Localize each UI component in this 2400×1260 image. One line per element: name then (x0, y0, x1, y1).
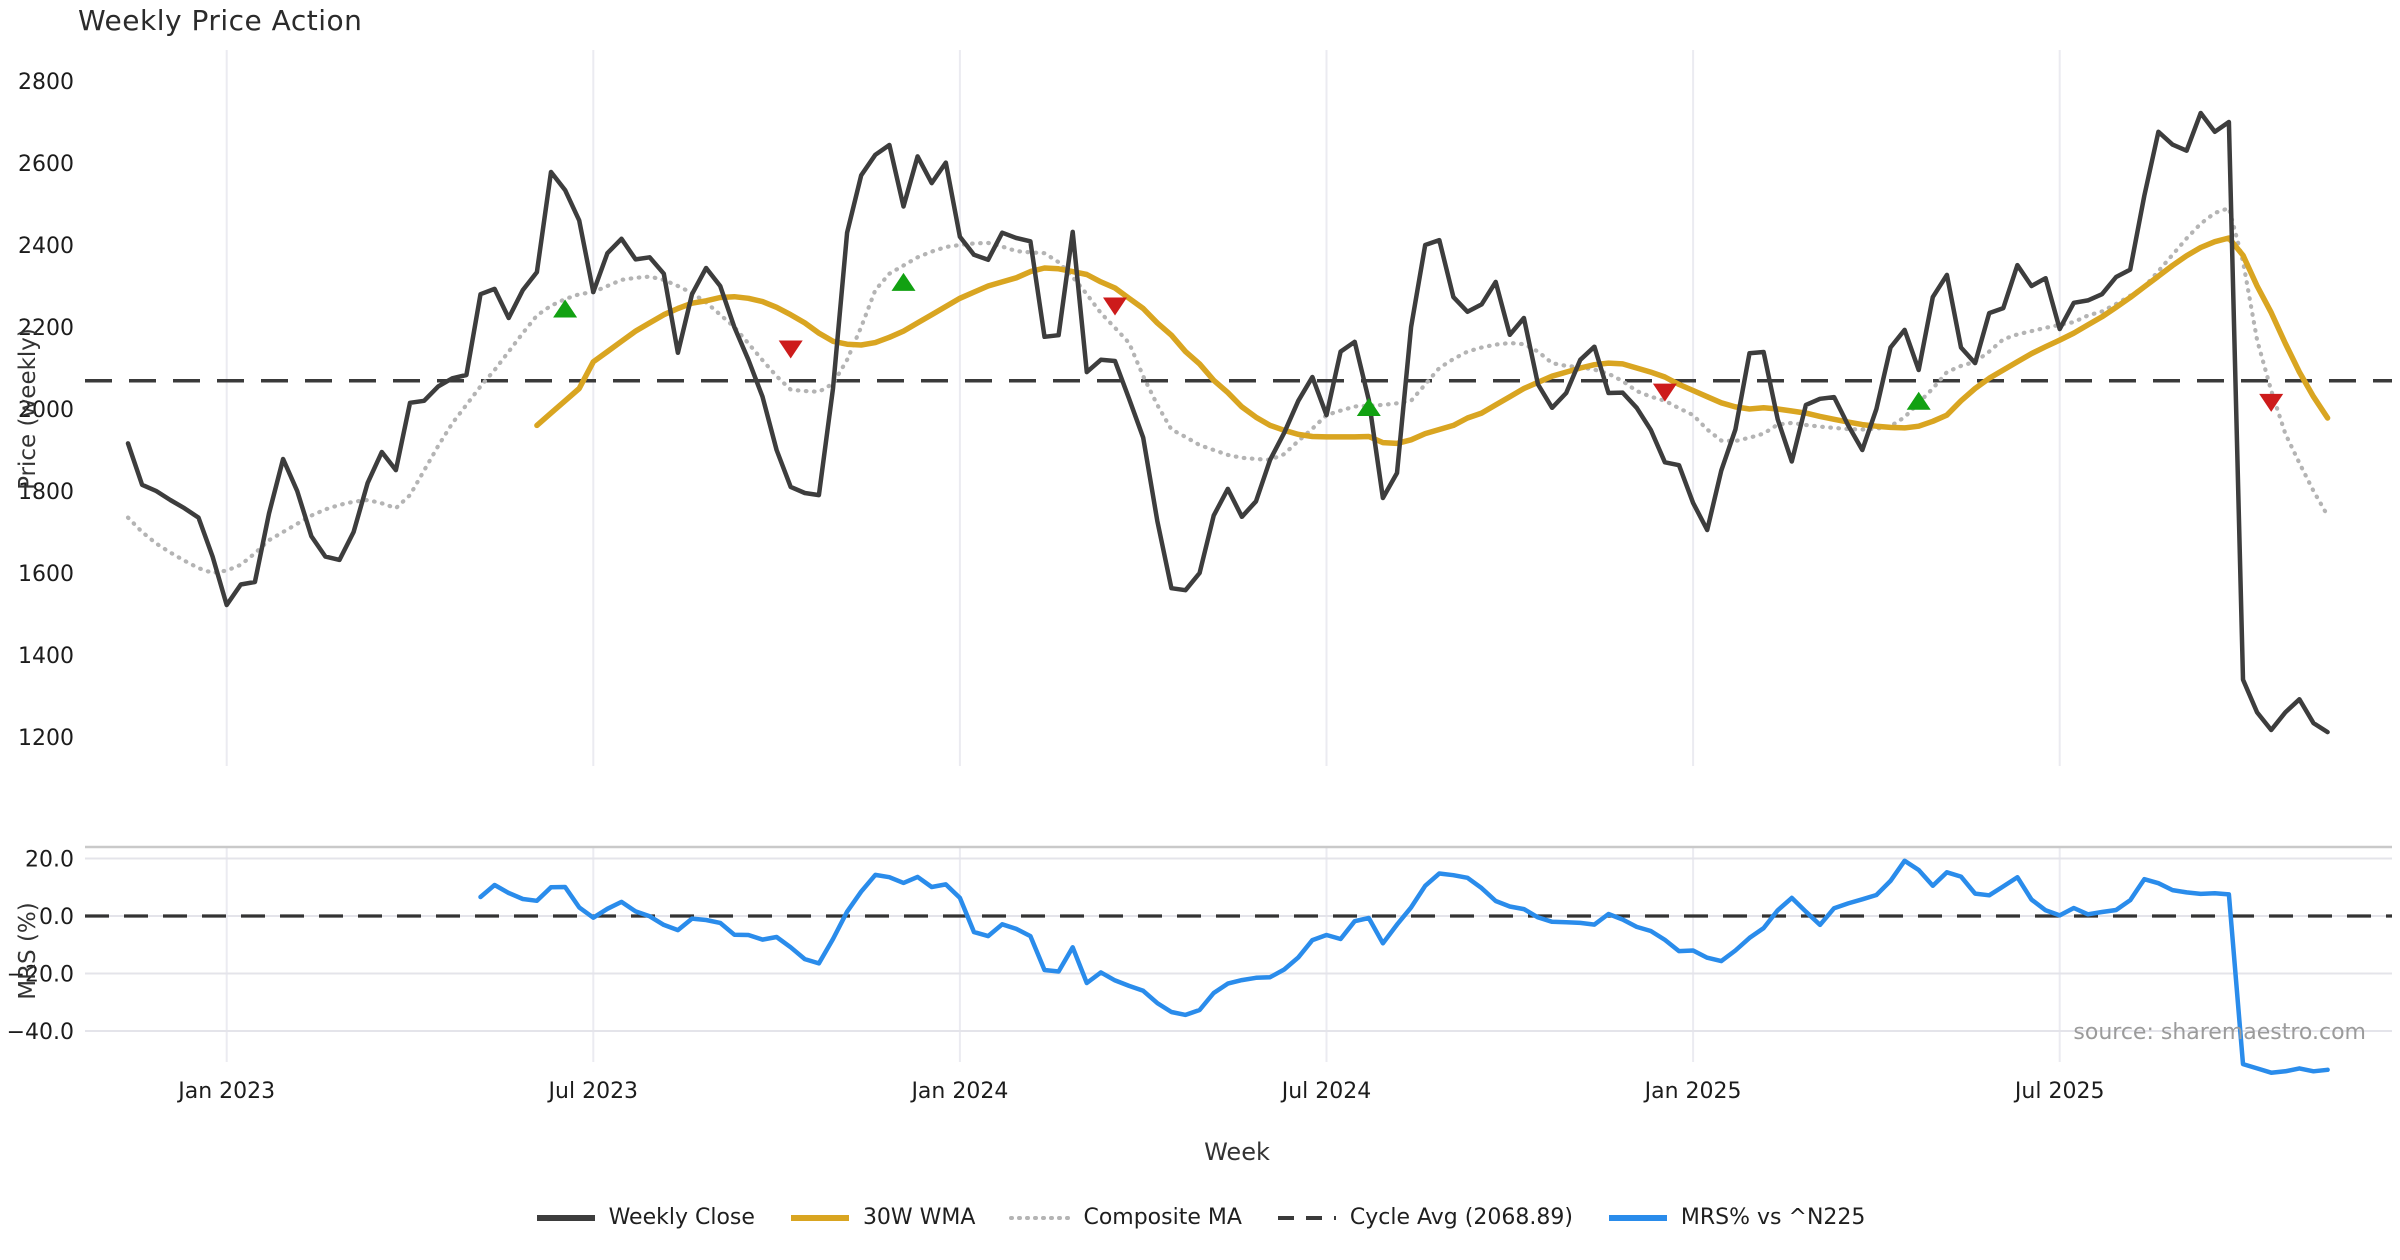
price-y-tick: 1800 (18, 480, 74, 505)
x-tick: Jul 2024 (1280, 1079, 1372, 1104)
x-tick: Jan 2023 (176, 1079, 275, 1104)
legend-swatch-dotted (1009, 1215, 1072, 1220)
legend-swatch-dashed (1277, 1215, 1336, 1220)
x-tick: Jul 2023 (547, 1079, 639, 1104)
sell-signal-marker (778, 340, 803, 359)
buy-signal-marker (1356, 397, 1381, 416)
x-tick: Jul 2025 (2013, 1079, 2105, 1104)
chart-legend: Weekly Close 30W WMA Composite MA Cycle Avg… (0, 1205, 2400, 1230)
source-note: source: sharemaestro.com (2073, 1020, 2366, 1045)
price-y-tick: 2200 (18, 316, 74, 341)
price-y-tick: 1200 (18, 726, 74, 751)
buy-signal-marker (553, 299, 578, 318)
price-y-tick: 2600 (18, 152, 74, 177)
sell-signal-marker (1103, 297, 1127, 316)
legend-item: Cycle Avg (2068.89) (1276, 1205, 1573, 1230)
buy-signal-marker (891, 272, 916, 291)
price-y-tick: 2400 (18, 234, 74, 259)
composite-ma-line (125, 206, 2330, 576)
price-y-tick: 1600 (18, 562, 74, 587)
legend-item: Composite MA (1009, 1205, 1242, 1230)
legend-swatch-solid (536, 1214, 595, 1221)
price-y-tick: 1400 (18, 644, 74, 669)
legend-label: Weekly Close (608, 1205, 755, 1230)
mrs-axis-label: MRS (%) (15, 902, 41, 1000)
legend-swatch-solid (1608, 1214, 1667, 1221)
legend-label: Composite MA (1083, 1205, 1242, 1230)
mrs-y-tick: −20.0 (7, 963, 74, 988)
week-axis-label: Week (1204, 1138, 1270, 1166)
x-tick: Jan 2025 (1643, 1079, 1742, 1104)
mrs-y-tick: 0.0 (39, 905, 74, 930)
price-y-tick: 2000 (18, 398, 74, 423)
legend-label: 30W WMA (862, 1205, 976, 1230)
legend-swatch-solid (790, 1214, 849, 1221)
sell-signal-marker (1652, 383, 1677, 402)
legend-item: 30W WMA (789, 1205, 976, 1230)
price-y-tick: 2800 (18, 70, 74, 95)
price-axis-label: Price (weekly) (15, 328, 41, 490)
mrs-y-tick: 20.0 (25, 848, 74, 873)
legend-item: MRS% vs ^N225 (1607, 1205, 1866, 1230)
mrs-y-tick: −40.0 (7, 1020, 74, 1045)
legend-label: Cycle Avg (2068.89) (1349, 1205, 1573, 1230)
chart-title: Weekly Price Action (78, 4, 363, 37)
legend-label: MRS% vs ^N225 (1680, 1205, 1866, 1230)
sell-signal-marker (2259, 393, 2284, 412)
x-tick: Jan 2024 (909, 1079, 1008, 1104)
legend-item: Weekly Close (535, 1205, 755, 1230)
buy-signal-marker (1906, 391, 1931, 410)
mrs-line (478, 858, 2330, 1075)
weekly-close-line (125, 110, 2330, 735)
